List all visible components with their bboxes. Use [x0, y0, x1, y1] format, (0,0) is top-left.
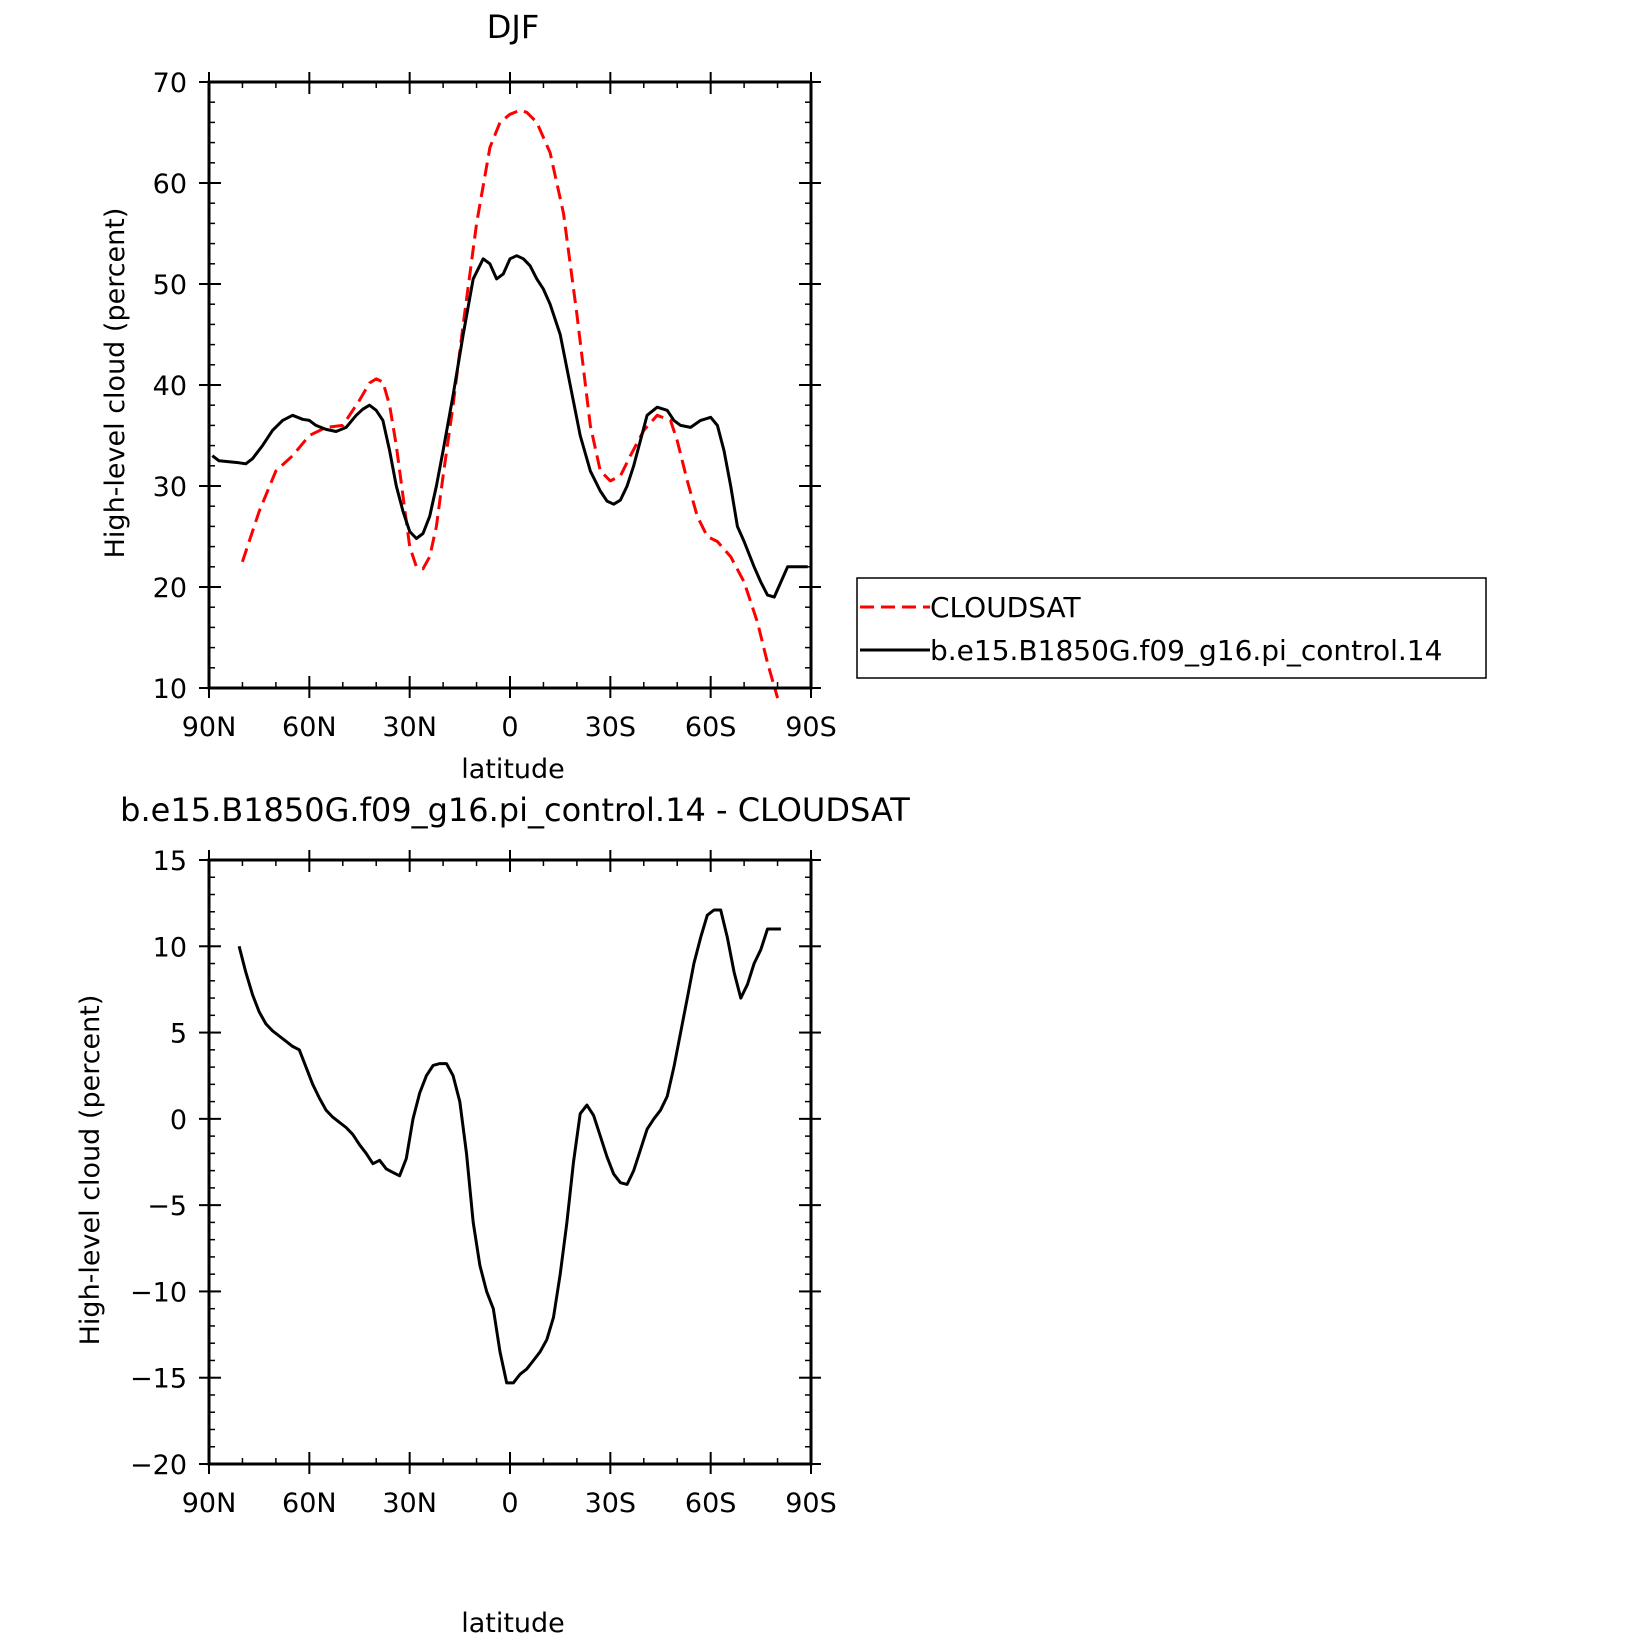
- y-tick-label: 20: [153, 573, 187, 604]
- x-axis-label: latitude: [461, 754, 565, 785]
- x-tick-label: 90N: [182, 712, 237, 743]
- y-tick-label: 50: [153, 270, 187, 301]
- y-tick-label: 0: [170, 1105, 187, 1136]
- y-tick-label: 60: [153, 169, 187, 200]
- y-tick-label: −5: [147, 1191, 187, 1222]
- chart-title: b.e15.B1850G.f09_g16.pi_control.14 - CLO…: [120, 791, 910, 829]
- y-tick-label: 40: [153, 371, 187, 402]
- y-tick-label: 5: [170, 1019, 187, 1050]
- x-tick-label: 60S: [685, 1488, 737, 1519]
- chart-title: DJF: [487, 8, 539, 46]
- y-tick-labels: 10 20 30 40 50 60 70: [153, 68, 187, 705]
- x-tick-labels: 90N 60N 30N 0 30S 60S 90S: [182, 1488, 837, 1519]
- series-line-0: [237, 908, 781, 1385]
- y-axis-label: High-level cloud (percent): [75, 995, 106, 1346]
- series-group: [237, 908, 781, 1385]
- x-tick-label: 0: [501, 712, 518, 743]
- x-tick-label: 30S: [585, 1488, 637, 1519]
- series-line-1: [211, 254, 808, 599]
- y-tick-label: −10: [130, 1277, 187, 1308]
- y-tick-label: 70: [153, 68, 187, 99]
- plot-frame: [207, 80, 813, 690]
- y-tick-label: −15: [130, 1364, 187, 1395]
- x-axis-label: latitude: [461, 1608, 565, 1639]
- x-tick-label: 90S: [785, 1488, 837, 1519]
- x-tick-label: 90N: [182, 1488, 237, 1519]
- legend: CLOUDSAT b.e15.B1850G.f09_g16.pi_control…: [856, 577, 1487, 679]
- plot-frame: [207, 858, 813, 1466]
- legend-label-cloudsat: CLOUDSAT: [930, 591, 1082, 624]
- difference-line-chart: b.e15.B1850G.f09_g16.pi_control.14 - CLO…: [75, 791, 910, 1639]
- x-tick-label: 60N: [282, 1488, 337, 1519]
- y-tick-label: 10: [153, 932, 187, 963]
- x-tick-label: 60S: [685, 712, 737, 743]
- series-line-0: [240, 108, 780, 699]
- x-tick-label: 0: [501, 1488, 518, 1519]
- y-axis-label: High-level cloud (percent): [100, 208, 131, 559]
- y-tick-label: 15: [153, 846, 187, 877]
- y-tick-label: 30: [153, 472, 187, 503]
- y-tick-label: 10: [153, 674, 187, 705]
- djf-line-chart: DJF 10 20 30 40 50 60 70 90N 60N 30N 0 30S 60S 90S l…: [100, 8, 837, 785]
- y-tick-label: −20: [130, 1450, 187, 1481]
- x-tick-labels: 90N 60N 30N 0 30S 60S 90S: [182, 712, 837, 743]
- series-group: [211, 108, 808, 699]
- x-tick-label: 90S: [785, 712, 837, 743]
- y-tick-labels: −20 −15 −10 −5 0 5 10 15: [130, 846, 187, 1481]
- x-tick-label: 30S: [585, 712, 637, 743]
- legend-label-model: b.e15.B1850G.f09_g16.pi_control.14: [930, 634, 1442, 667]
- x-tick-label: 30N: [382, 1488, 437, 1519]
- legend-box: [856, 577, 1487, 679]
- x-tick-label: 30N: [382, 712, 437, 743]
- axis-ticks: [199, 72, 821, 698]
- x-tick-label: 60N: [282, 712, 337, 743]
